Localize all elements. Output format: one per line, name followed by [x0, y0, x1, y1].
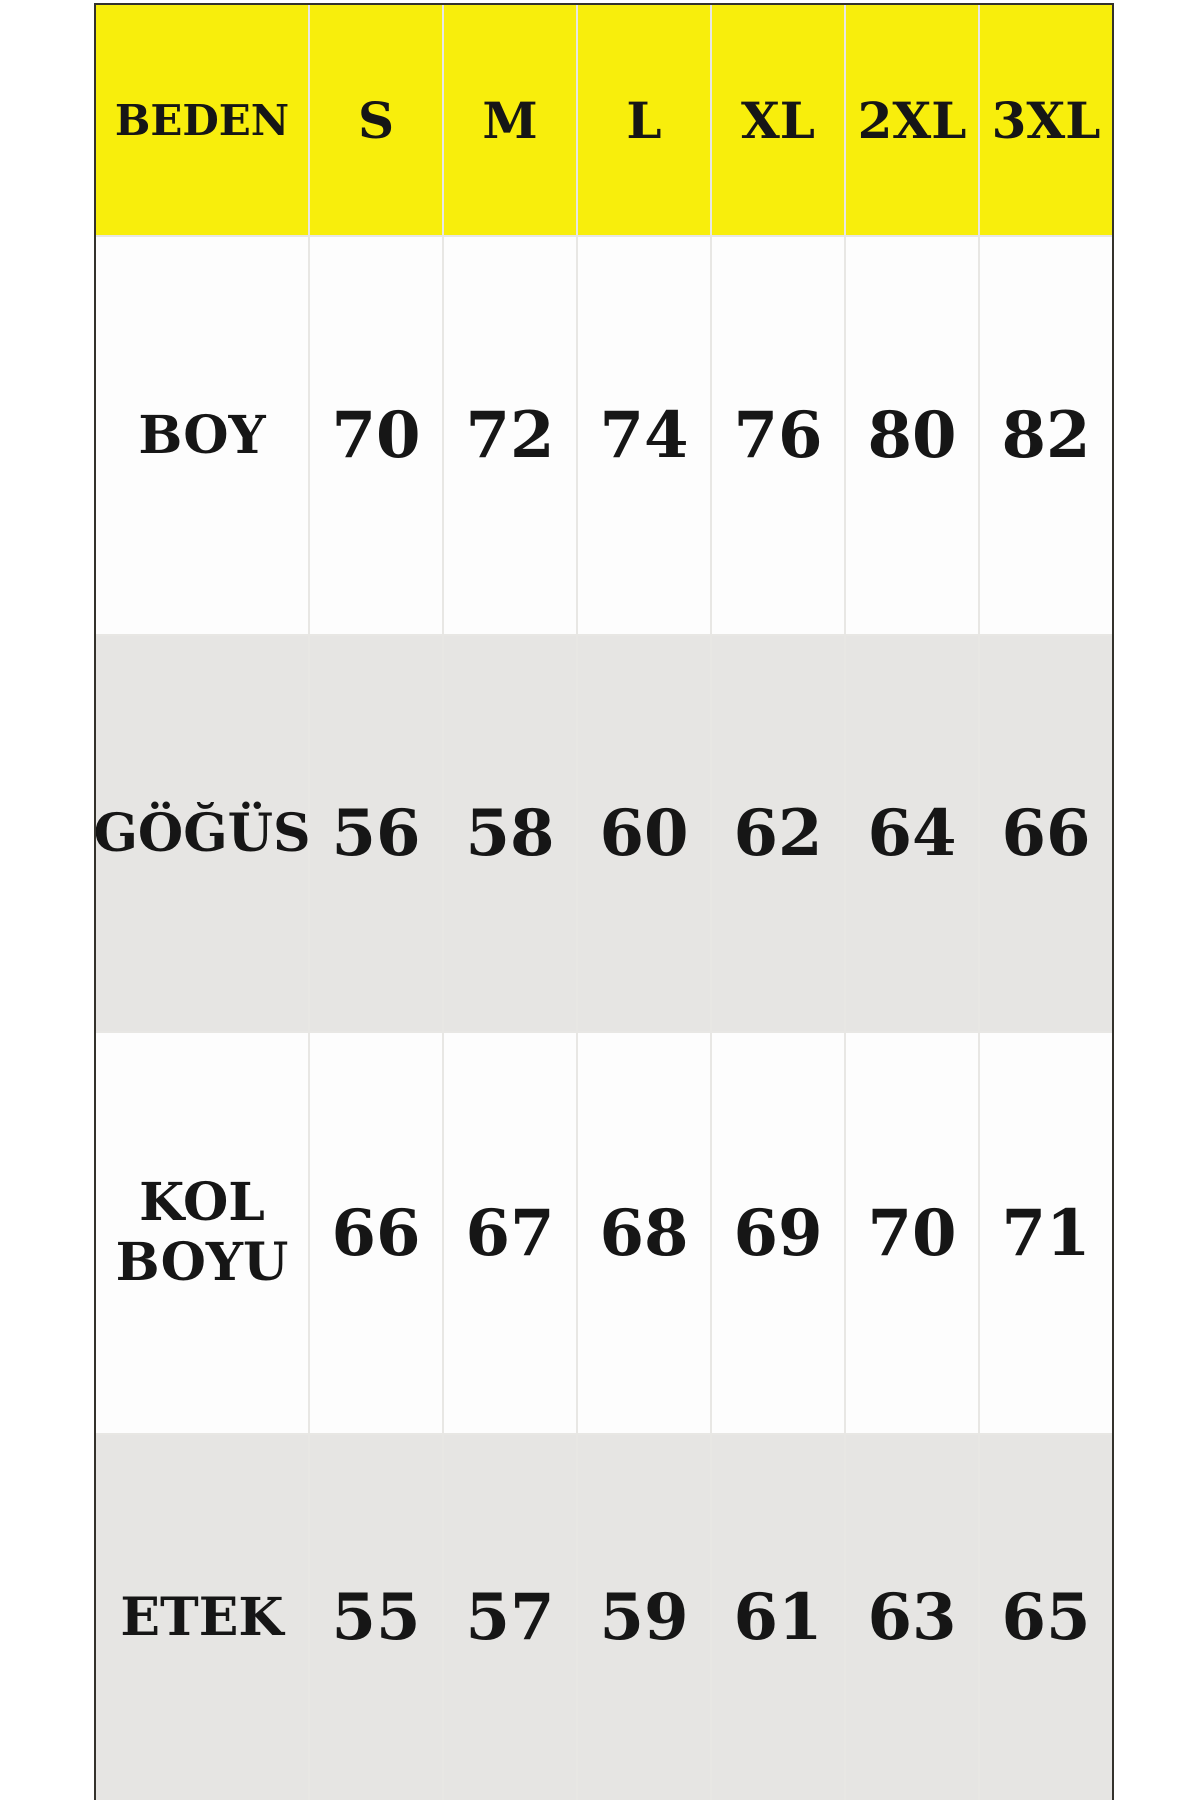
header-cell-beden: BEDEN [114, 95, 290, 145]
value-cell: 61 [710, 1435, 844, 1800]
row-label: KOL BOYU [115, 1172, 289, 1293]
value-cell: 76 [710, 237, 844, 634]
value-cell: 55 [308, 1435, 442, 1800]
row-label: ETEK [120, 1586, 284, 1648]
size-column-header-5: 3XL [978, 5, 1112, 235]
size-column-header-2: L [576, 5, 710, 235]
table-row-0: BOY 70 72 74 76 80 82 [96, 235, 1112, 634]
value-cell: 71 [978, 1033, 1112, 1433]
value-cell: 80 [844, 237, 978, 634]
value-cell: 56 [308, 636, 442, 1031]
value-cell: 63 [844, 1435, 978, 1800]
value-cell: 60 [576, 636, 710, 1031]
value-cell: 66 [308, 1033, 442, 1433]
value-cell: 69 [710, 1033, 844, 1433]
value-cell: 65 [978, 1435, 1112, 1800]
size-chart-table: BEDEN S M L XL 2XL 3XL BOY 70 72 74 76 80 82 GÖĞÜS 56… [94, 3, 1114, 1800]
value-cell: 58 [442, 636, 576, 1031]
value-cell: 74 [576, 237, 710, 634]
table-row-3: ETEK 55 57 59 61 63 65 [96, 1433, 1112, 1800]
value-cell: 57 [442, 1435, 576, 1800]
row-label: BOY [138, 404, 266, 466]
row-label: GÖĞÜS [96, 802, 308, 864]
header-row: BEDEN S M L XL 2XL 3XL [96, 5, 1112, 235]
value-cell: 72 [442, 237, 576, 634]
value-cell: 70 [844, 1033, 978, 1433]
size-column-header-0: S [308, 5, 442, 235]
size-column-header-1: M [442, 5, 576, 235]
size-column-header-4: 2XL [844, 5, 978, 235]
value-cell: 62 [710, 636, 844, 1031]
value-cell: 64 [844, 636, 978, 1031]
value-cell: 70 [308, 237, 442, 634]
table-row-1: GÖĞÜS 56 58 60 62 64 66 [96, 634, 1112, 1031]
table-row-2: KOL BOYU 66 67 68 69 70 71 [96, 1031, 1112, 1433]
value-cell: 67 [442, 1033, 576, 1433]
value-cell: 68 [576, 1033, 710, 1433]
value-cell: 66 [978, 636, 1112, 1031]
size-column-header-3: XL [710, 5, 844, 235]
value-cell: 82 [978, 237, 1112, 634]
value-cell: 59 [576, 1435, 710, 1800]
